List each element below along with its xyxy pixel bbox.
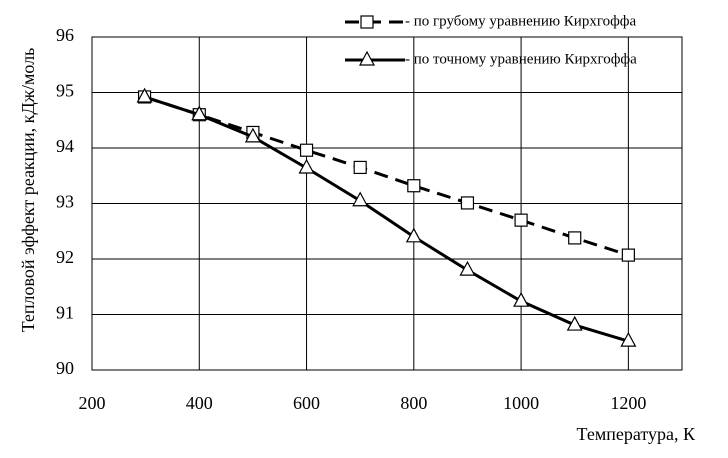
marker [299, 143, 314, 157]
marker [244, 127, 261, 143]
y-tick-label: 93 [56, 192, 74, 212]
marker [566, 315, 583, 331]
y-axis-label: Тепловой эффект реакции, кДж/моль [18, 48, 38, 333]
marker [460, 196, 475, 210]
marker [191, 105, 208, 121]
series-line [144, 95, 629, 343]
marker [352, 191, 369, 207]
marker [568, 231, 582, 245]
x-tick-label: 800 [400, 393, 427, 413]
y-tick-label: 95 [56, 81, 74, 101]
legend-marker [358, 50, 376, 66]
y-tick-label: 96 [56, 25, 74, 45]
y-tick-label: 92 [56, 247, 74, 267]
y-tick-label: 94 [56, 136, 74, 156]
marker [514, 213, 528, 227]
marker [621, 248, 635, 262]
x-tick-label: 600 [293, 393, 320, 413]
marker [407, 179, 421, 193]
x-tick-label: 400 [186, 393, 213, 413]
marker [620, 331, 637, 347]
legend-label: - по грубому уравнению Кирхгоффа [405, 13, 636, 29]
x-axis-label: Температура, К [577, 424, 696, 444]
marker [459, 260, 476, 276]
marker [353, 160, 367, 175]
x-tick-label: 200 [79, 393, 106, 413]
series-line [144, 95, 629, 257]
y-tick-label: 91 [56, 303, 74, 323]
legend-marker [360, 15, 374, 29]
marker [298, 158, 315, 174]
marker [405, 227, 422, 243]
x-tick-label: 1200 [610, 393, 646, 413]
marker [513, 291, 530, 307]
marker [136, 87, 153, 103]
legend-label: - по точному уравнению Кирхгоффа [405, 51, 637, 67]
x-tick-label: 1000 [503, 393, 539, 413]
y-tick-label: 90 [56, 358, 74, 378]
